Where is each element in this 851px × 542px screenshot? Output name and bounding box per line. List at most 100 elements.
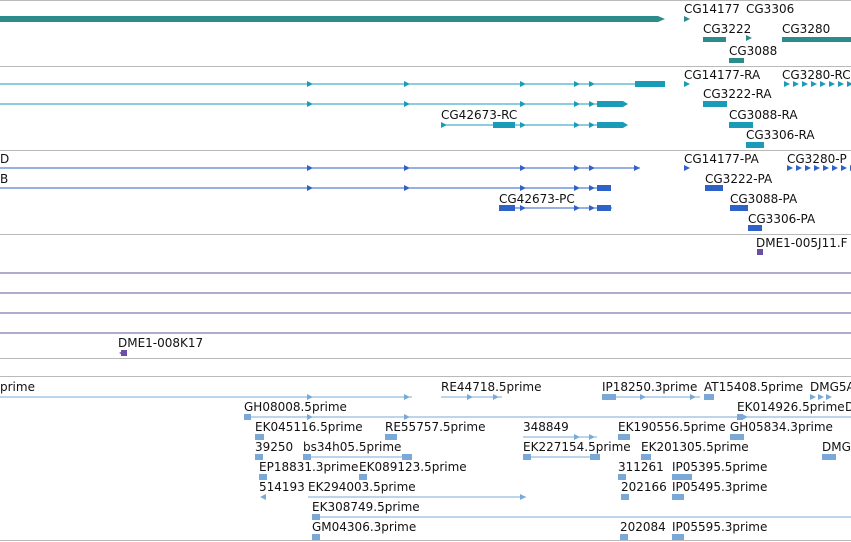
strand-arrow-right[interactable] bbox=[467, 394, 473, 400]
strand-arrow-right[interactable] bbox=[787, 165, 793, 171]
est-exon[interactable] bbox=[618, 474, 626, 480]
transcript-exon[interactable] bbox=[729, 122, 753, 128]
est-label[interactable]: EK190556.5prime bbox=[618, 420, 726, 434]
est-label[interactable]: 202166 bbox=[621, 480, 667, 494]
est-label[interactable]: EK045116.5prime bbox=[255, 420, 363, 434]
strand-arrow-right[interactable] bbox=[574, 165, 580, 171]
strand-arrow-right[interactable] bbox=[589, 165, 595, 171]
strand-arrow-right[interactable] bbox=[574, 81, 580, 87]
gene-label[interactable]: CG3280 bbox=[782, 22, 831, 36]
protein-label[interactable]: CG3088-PA bbox=[730, 192, 798, 206]
strand-arrow-right[interactable] bbox=[802, 81, 808, 87]
transcript-exon-end[interactable] bbox=[623, 122, 628, 128]
protein-label[interactable]: D bbox=[0, 152, 10, 166]
est-label[interactable]: 202084 bbox=[620, 520, 666, 534]
est-exon[interactable] bbox=[672, 534, 684, 540]
est-exon[interactable] bbox=[672, 494, 684, 500]
strand-arrow-right[interactable] bbox=[307, 414, 313, 420]
strand-arrow-right[interactable] bbox=[589, 101, 595, 107]
protein-label[interactable]: CG42673-PC bbox=[499, 192, 575, 206]
strand-arrow-right[interactable] bbox=[493, 394, 499, 400]
gene-feature-end[interactable] bbox=[658, 16, 665, 22]
est-label[interactable]: 514193 bbox=[259, 480, 305, 494]
est-label[interactable]: AT15408.5prime bbox=[704, 380, 804, 394]
gene-label[interactable]: CG3306 bbox=[746, 2, 795, 16]
strand-arrow-right[interactable] bbox=[520, 494, 526, 500]
est-label[interactable]: EK014926.5prime bbox=[737, 400, 845, 414]
gene-label[interactable]: CG3222 bbox=[703, 22, 752, 36]
est-label[interactable]: GM04306.3prime bbox=[312, 520, 417, 534]
protein-label[interactable]: CG3306-PA bbox=[748, 212, 816, 226]
transcript-label[interactable]: CG3280-RC bbox=[782, 68, 851, 82]
est-exon[interactable] bbox=[244, 414, 251, 420]
gene-feature[interactable] bbox=[729, 58, 744, 63]
est-label[interactable]: 311261 bbox=[618, 460, 664, 474]
est-exon[interactable] bbox=[385, 434, 397, 440]
protein-exon[interactable] bbox=[748, 225, 762, 231]
protein-label[interactable]: CG14177-PA bbox=[684, 152, 759, 166]
clone-feature[interactable] bbox=[757, 249, 763, 255]
strand-arrow-right[interactable] bbox=[589, 122, 595, 128]
transcript-exon[interactable] bbox=[493, 122, 515, 128]
strand-arrow-right[interactable] bbox=[520, 185, 526, 191]
strand-arrow-right[interactable] bbox=[811, 81, 817, 87]
strand-arrow-right[interactable] bbox=[829, 81, 835, 87]
gene-feature[interactable] bbox=[703, 37, 726, 42]
est-label[interactable]: EK089123.5prime bbox=[359, 460, 467, 474]
strand-arrow-right[interactable] bbox=[784, 81, 790, 87]
est-label[interactable]: prime bbox=[0, 380, 35, 394]
strand-arrow-right[interactable] bbox=[574, 101, 580, 107]
transcript-exon[interactable] bbox=[597, 122, 623, 128]
est-label[interactable]: EK227154.5prime bbox=[523, 440, 631, 454]
est-label[interactable]: 39250 bbox=[255, 440, 294, 454]
strand-arrow-right[interactable] bbox=[746, 35, 752, 41]
est-exon[interactable] bbox=[259, 474, 267, 480]
strand-arrow-right[interactable] bbox=[793, 81, 799, 87]
transcript-exon[interactable] bbox=[703, 101, 727, 107]
strand-arrow-right[interactable] bbox=[520, 205, 526, 211]
strand-arrow-right[interactable] bbox=[404, 185, 410, 191]
transcript-exon-end[interactable] bbox=[623, 101, 628, 107]
strand-arrow-right[interactable] bbox=[574, 122, 580, 128]
protein-exon[interactable] bbox=[597, 185, 611, 191]
est-exon[interactable] bbox=[822, 454, 836, 460]
est-exon[interactable] bbox=[590, 454, 600, 460]
strand-arrow-right[interactable] bbox=[684, 81, 690, 87]
strand-arrow-right[interactable] bbox=[520, 165, 526, 171]
strand-arrow-right[interactable] bbox=[832, 165, 838, 171]
est-exon[interactable] bbox=[255, 434, 264, 440]
strand-arrow-right[interactable] bbox=[307, 394, 313, 400]
protein-exon[interactable] bbox=[705, 185, 723, 191]
transcript-exon[interactable] bbox=[746, 142, 764, 148]
strand-arrow-right[interactable] bbox=[589, 81, 595, 87]
protein-label[interactable]: B bbox=[0, 172, 9, 186]
strand-arrow-right[interactable] bbox=[838, 81, 844, 87]
est-exon[interactable] bbox=[730, 434, 744, 440]
strand-arrow-right[interactable] bbox=[404, 101, 410, 107]
strand-arrow-right[interactable] bbox=[520, 122, 526, 128]
est-exon[interactable] bbox=[618, 434, 630, 440]
strand-arrow-right[interactable] bbox=[441, 122, 447, 128]
protein-exon[interactable] bbox=[499, 205, 515, 211]
strand-arrow-right[interactable] bbox=[404, 81, 410, 87]
strand-arrow-right[interactable] bbox=[742, 414, 748, 420]
est-label[interactable]: GH08008.5prime bbox=[244, 400, 347, 414]
strand-arrow-right[interactable] bbox=[589, 205, 595, 211]
est-exon[interactable] bbox=[523, 454, 531, 460]
est-label[interactable]: bs34h05.5prime bbox=[303, 440, 402, 454]
est-exon[interactable] bbox=[602, 394, 616, 400]
est-exon[interactable] bbox=[620, 534, 628, 540]
transcript-label[interactable]: CG3306-RA bbox=[746, 128, 815, 142]
gene-label[interactable]: CG3088 bbox=[729, 44, 778, 58]
est-exon[interactable] bbox=[704, 394, 714, 400]
strand-arrow-right[interactable] bbox=[823, 165, 829, 171]
strand-arrow-right[interactable] bbox=[404, 394, 410, 400]
protein-label[interactable]: CG3222-PA bbox=[705, 172, 773, 186]
clone-label[interactable]: DME1-008K17 bbox=[118, 336, 204, 350]
strand-arrow-right[interactable] bbox=[796, 165, 802, 171]
strand-arrow-right[interactable] bbox=[826, 394, 832, 400]
est-exon[interactable] bbox=[303, 454, 311, 460]
transcript-exon[interactable] bbox=[635, 81, 665, 87]
strand-arrow-right[interactable] bbox=[684, 165, 690, 171]
transcript-label[interactable]: CG3222-RA bbox=[703, 87, 772, 101]
